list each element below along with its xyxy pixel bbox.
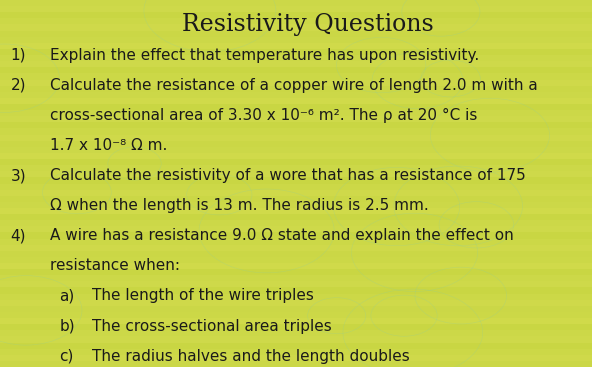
Bar [0, 190, 592, 196]
Bar [0, 61, 592, 67]
Bar [0, 73, 592, 80]
Bar [0, 86, 592, 92]
Bar [0, 153, 592, 159]
Text: cross-sectional area of 3.30 x 10⁻⁶ m². The ρ at 20 °C is: cross-sectional area of 3.30 x 10⁻⁶ m². … [50, 108, 478, 123]
Bar [0, 55, 592, 61]
Bar [0, 177, 592, 184]
Bar [0, 226, 592, 232]
Bar [0, 128, 592, 135]
Bar [0, 98, 592, 104]
Text: 1): 1) [11, 48, 26, 63]
Bar [0, 312, 592, 318]
Text: 1.7 x 10⁻⁸ Ω m.: 1.7 x 10⁻⁸ Ω m. [50, 138, 168, 153]
Bar [0, 355, 592, 361]
Bar [0, 159, 592, 165]
Bar [0, 220, 592, 226]
Bar [0, 349, 592, 355]
Bar [0, 43, 592, 49]
Bar [0, 239, 592, 245]
Bar [0, 104, 592, 110]
Bar [0, 80, 592, 86]
Bar [0, 287, 592, 294]
Bar [0, 0, 592, 6]
Bar [0, 37, 592, 43]
Bar [0, 257, 592, 263]
Text: The cross-sectional area triples: The cross-sectional area triples [92, 319, 332, 334]
Bar [0, 6, 592, 12]
Bar [0, 245, 592, 251]
Text: A wire has a resistance 9.0 Ω state and explain the effect on: A wire has a resistance 9.0 Ω state and … [50, 228, 514, 243]
Bar [0, 202, 592, 208]
Bar [0, 281, 592, 287]
Bar [0, 135, 592, 141]
Bar [0, 208, 592, 214]
Text: The radius halves and the length doubles: The radius halves and the length doubles [92, 349, 410, 364]
Bar [0, 110, 592, 116]
Bar [0, 330, 592, 337]
Text: The length of the wire triples: The length of the wire triples [92, 288, 314, 304]
Bar [0, 30, 592, 37]
Bar [0, 141, 592, 147]
Text: 2): 2) [11, 78, 26, 93]
Bar [0, 12, 592, 18]
Bar [0, 122, 592, 128]
Bar [0, 318, 592, 324]
Bar [0, 67, 592, 73]
Bar [0, 324, 592, 330]
Bar [0, 300, 592, 306]
Bar [0, 294, 592, 300]
Bar [0, 269, 592, 275]
Bar [0, 263, 592, 269]
Bar [0, 214, 592, 220]
Bar [0, 116, 592, 122]
Bar [0, 18, 592, 25]
Text: Calculate the resistance of a copper wire of length 2.0 m with a: Calculate the resistance of a copper wir… [50, 78, 538, 93]
Bar [0, 171, 592, 177]
Text: c): c) [59, 349, 73, 364]
Bar [0, 337, 592, 342]
Bar [0, 184, 592, 190]
Bar [0, 196, 592, 202]
Text: Calculate the resistivity of a wore that has a resistance of 175: Calculate the resistivity of a wore that… [50, 168, 526, 183]
Bar [0, 147, 592, 153]
Bar [0, 361, 592, 367]
Bar [0, 92, 592, 98]
Bar [0, 306, 592, 312]
Bar [0, 25, 592, 30]
Text: Resistivity Questions: Resistivity Questions [182, 13, 434, 36]
Bar [0, 49, 592, 55]
Text: a): a) [59, 288, 75, 304]
Text: resistance when:: resistance when: [50, 258, 181, 273]
Text: 3): 3) [11, 168, 26, 183]
Text: Ω when the length is 13 m. The radius is 2.5 mm.: Ω when the length is 13 m. The radius is… [50, 198, 429, 213]
Bar [0, 232, 592, 239]
Bar [0, 275, 592, 281]
Bar [0, 165, 592, 171]
Text: 4): 4) [11, 228, 26, 243]
Text: b): b) [59, 319, 75, 334]
Bar [0, 342, 592, 349]
Text: Explain the effect that temperature has upon resistivity.: Explain the effect that temperature has … [50, 48, 480, 63]
Bar [0, 251, 592, 257]
